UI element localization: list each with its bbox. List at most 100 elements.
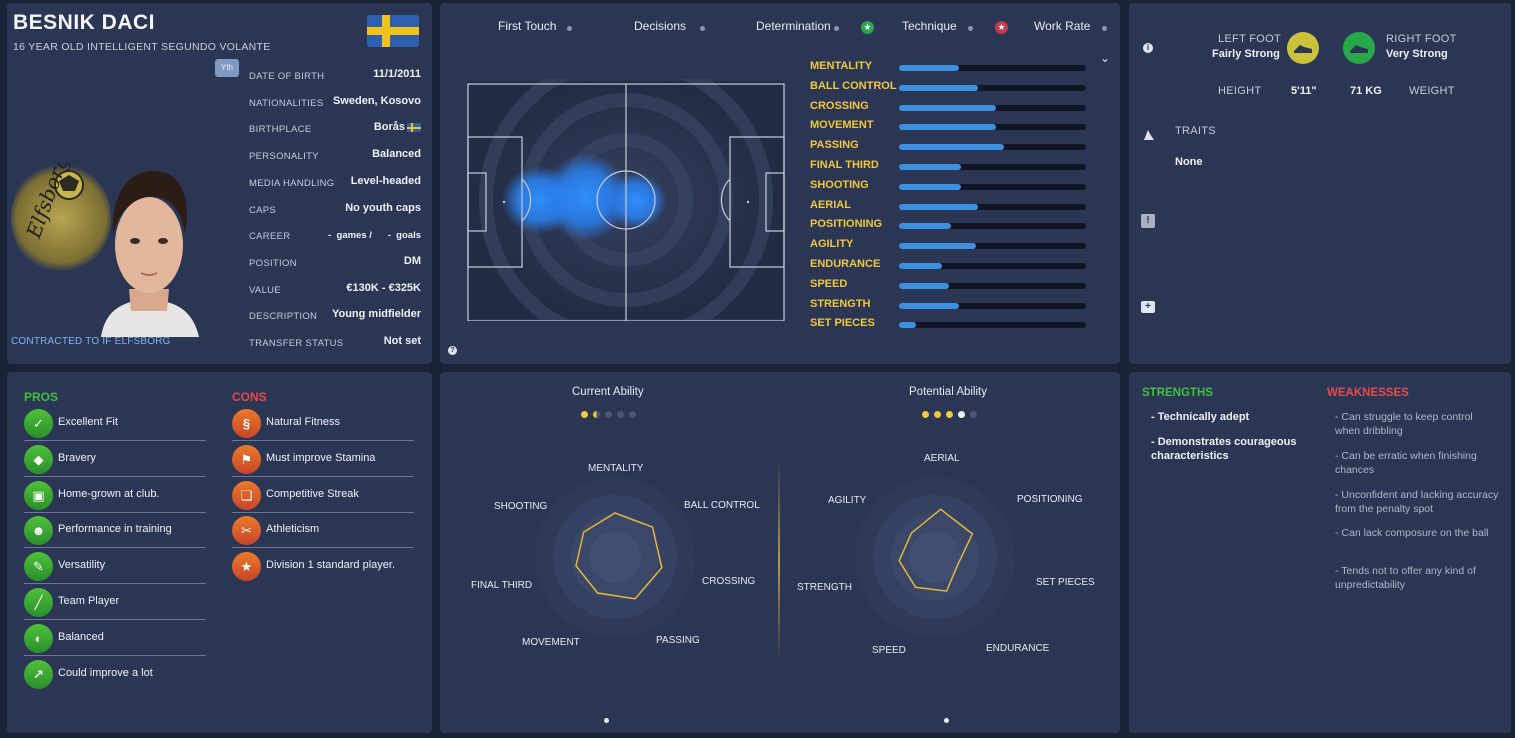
- radar-label: SET PIECES: [1036, 577, 1095, 588]
- attribute-name: Final Third: [810, 159, 879, 171]
- info-row: PERSONALITY Balanced: [249, 143, 421, 169]
- right-foot-value: Very Strong: [1386, 48, 1448, 60]
- ability-star: [629, 411, 636, 418]
- cons-item: ★ Division 1 standard player.: [232, 548, 414, 584]
- pitch-heatmap: [467, 79, 785, 321]
- ability-panel: Current Ability Potential Ability MENTAL…: [440, 372, 1120, 733]
- versatility-icon: ✎: [24, 552, 53, 582]
- sweden-flag-icon: [367, 15, 419, 47]
- pros-item: ✓ Excellent Fit: [24, 405, 206, 441]
- tab-dot: [968, 26, 973, 31]
- attribute-row[interactable]: Final Third: [810, 159, 1100, 179]
- attribute-bar-fill: [899, 282, 950, 289]
- tab-technique[interactable]: Technique: [902, 19, 957, 33]
- team-player-icon: ╱: [24, 588, 53, 617]
- chevron-down-icon[interactable]: ⌄: [1100, 51, 1111, 65]
- attribute-bar-fill: [899, 203, 978, 210]
- attribute-row[interactable]: Aerial: [810, 199, 1100, 219]
- potential-ability-radar: [855, 477, 1015, 637]
- attribute-bar: [899, 282, 1086, 289]
- training-icon: ☻: [24, 516, 53, 546]
- improve-icon: ↗: [24, 659, 53, 689]
- heat-spot: [606, 173, 666, 229]
- cons-text: Must improve Stamina: [266, 451, 376, 464]
- tab-work-rate[interactable]: Work Rate: [1034, 19, 1091, 33]
- pros-text: Team Player: [58, 595, 120, 607]
- stamina-icon: ⚑: [232, 444, 261, 474]
- tab-decisions[interactable]: Decisions: [634, 19, 687, 33]
- radar-label: ENDURANCE: [986, 643, 1050, 654]
- attribute-bar: [899, 84, 1086, 91]
- pros-heading: PROS: [24, 390, 59, 404]
- info-value: Borås: [373, 121, 405, 134]
- medical-kit-icon: +: [1141, 301, 1155, 313]
- strengths-weaknesses-panel: STRENGTHS WEAKNESSES - Technically adept…: [1129, 372, 1511, 733]
- attribute-row[interactable]: Ball Control: [810, 80, 1100, 100]
- weak-attribute-star-icon: ★: [995, 21, 1008, 34]
- attribute-row[interactable]: Mentality: [810, 60, 1100, 80]
- balanced-icon: ◐: [24, 623, 53, 653]
- attribute-name: Movement: [810, 119, 874, 132]
- attribute-row[interactable]: Passing: [810, 139, 1100, 159]
- cons-text: Division 1 standard player.: [266, 559, 396, 572]
- info-icon[interactable]: ?: [448, 346, 457, 355]
- radar-polygon: [898, 508, 974, 592]
- radar-divider: [778, 462, 780, 662]
- weakness-item: - Unconfident and lacking accuracy from …: [1335, 489, 1499, 515]
- pros-item: ▣ Home-grown at club.: [24, 477, 206, 513]
- page-indicator-dot[interactable]: [604, 718, 609, 723]
- radar-label: STRENGTH: [797, 582, 852, 593]
- info-label: VALUE: [249, 284, 281, 296]
- radar-label: MOVEMENT: [522, 637, 580, 648]
- attribute-name: Endurance: [810, 258, 881, 270]
- attribute-bar-fill: [899, 144, 1004, 151]
- page-indicator-dot[interactable]: [944, 718, 949, 723]
- attribute-name: Agility: [810, 238, 854, 251]
- attribute-bar-fill: [899, 124, 997, 131]
- radar-label: AERIAL: [924, 453, 960, 464]
- tab-determination[interactable]: Determination: [756, 19, 831, 33]
- cons-text: Athleticism: [266, 523, 320, 536]
- club-logo: Elfsborg: [11, 163, 111, 273]
- height-label: HEIGHT: [1218, 85, 1262, 97]
- attribute-name: Ball Control: [810, 79, 897, 92]
- attribute-row[interactable]: Crossing: [810, 100, 1100, 120]
- pros-text: Performance in training: [58, 523, 172, 536]
- left-foot-value: Fairly Strong: [1212, 48, 1280, 60]
- traits-label: TRAITS: [1175, 125, 1216, 137]
- radar-label: SPEED: [872, 645, 906, 656]
- info-label: TRANSFER STATUS: [249, 338, 344, 349]
- attribute-row[interactable]: Endurance: [810, 258, 1100, 278]
- attribute-row[interactable]: Shooting: [810, 179, 1100, 199]
- attribute-bar-fill: [899, 84, 978, 91]
- pros-item: ╱ Team Player: [24, 584, 206, 620]
- pros-cons-panel: PROS CONS ✓ Excellent Fit ◆ Bravery ▣ Home-gr…: [7, 372, 432, 733]
- attribute-row[interactable]: Positioning: [810, 218, 1100, 238]
- radar-label: MENTALITY: [588, 463, 644, 474]
- contract-status[interactable]: CONTRACTED TO IF ELFSBORG: [11, 336, 171, 347]
- attribute-name: Crossing: [810, 99, 869, 112]
- info-icon[interactable]: i: [1143, 43, 1153, 53]
- attribute-row[interactable]: Agility: [810, 238, 1100, 258]
- attribute-row[interactable]: Movement: [810, 119, 1100, 139]
- attribute-name: Aerial: [810, 198, 851, 211]
- attribute-bar-fill: [899, 65, 959, 71]
- attribute-bar: [899, 124, 1086, 131]
- attribute-name: Passing: [810, 139, 859, 152]
- fit-icon: ✓: [24, 409, 53, 438]
- tab-first-touch[interactable]: First Touch: [498, 19, 557, 33]
- cons-text: Competitive Streak: [266, 487, 359, 500]
- attribute-row[interactable]: Strength: [810, 298, 1100, 318]
- attribute-row[interactable]: Set Pieces: [810, 317, 1100, 337]
- ability-star: [922, 411, 929, 418]
- traits-value: None: [1175, 156, 1203, 168]
- attribute-row[interactable]: Speed: [810, 278, 1100, 298]
- heat-spot: [544, 153, 628, 241]
- pros-item: ◐ Balanced: [24, 620, 206, 656]
- warning-icon: !: [1141, 214, 1155, 228]
- attribute-bar: [899, 322, 1086, 329]
- current-ability-stars: [581, 405, 641, 423]
- dna-icon: §: [232, 409, 261, 438]
- attribute-name: Set Pieces: [810, 317, 875, 330]
- traits-icon: [1142, 128, 1156, 142]
